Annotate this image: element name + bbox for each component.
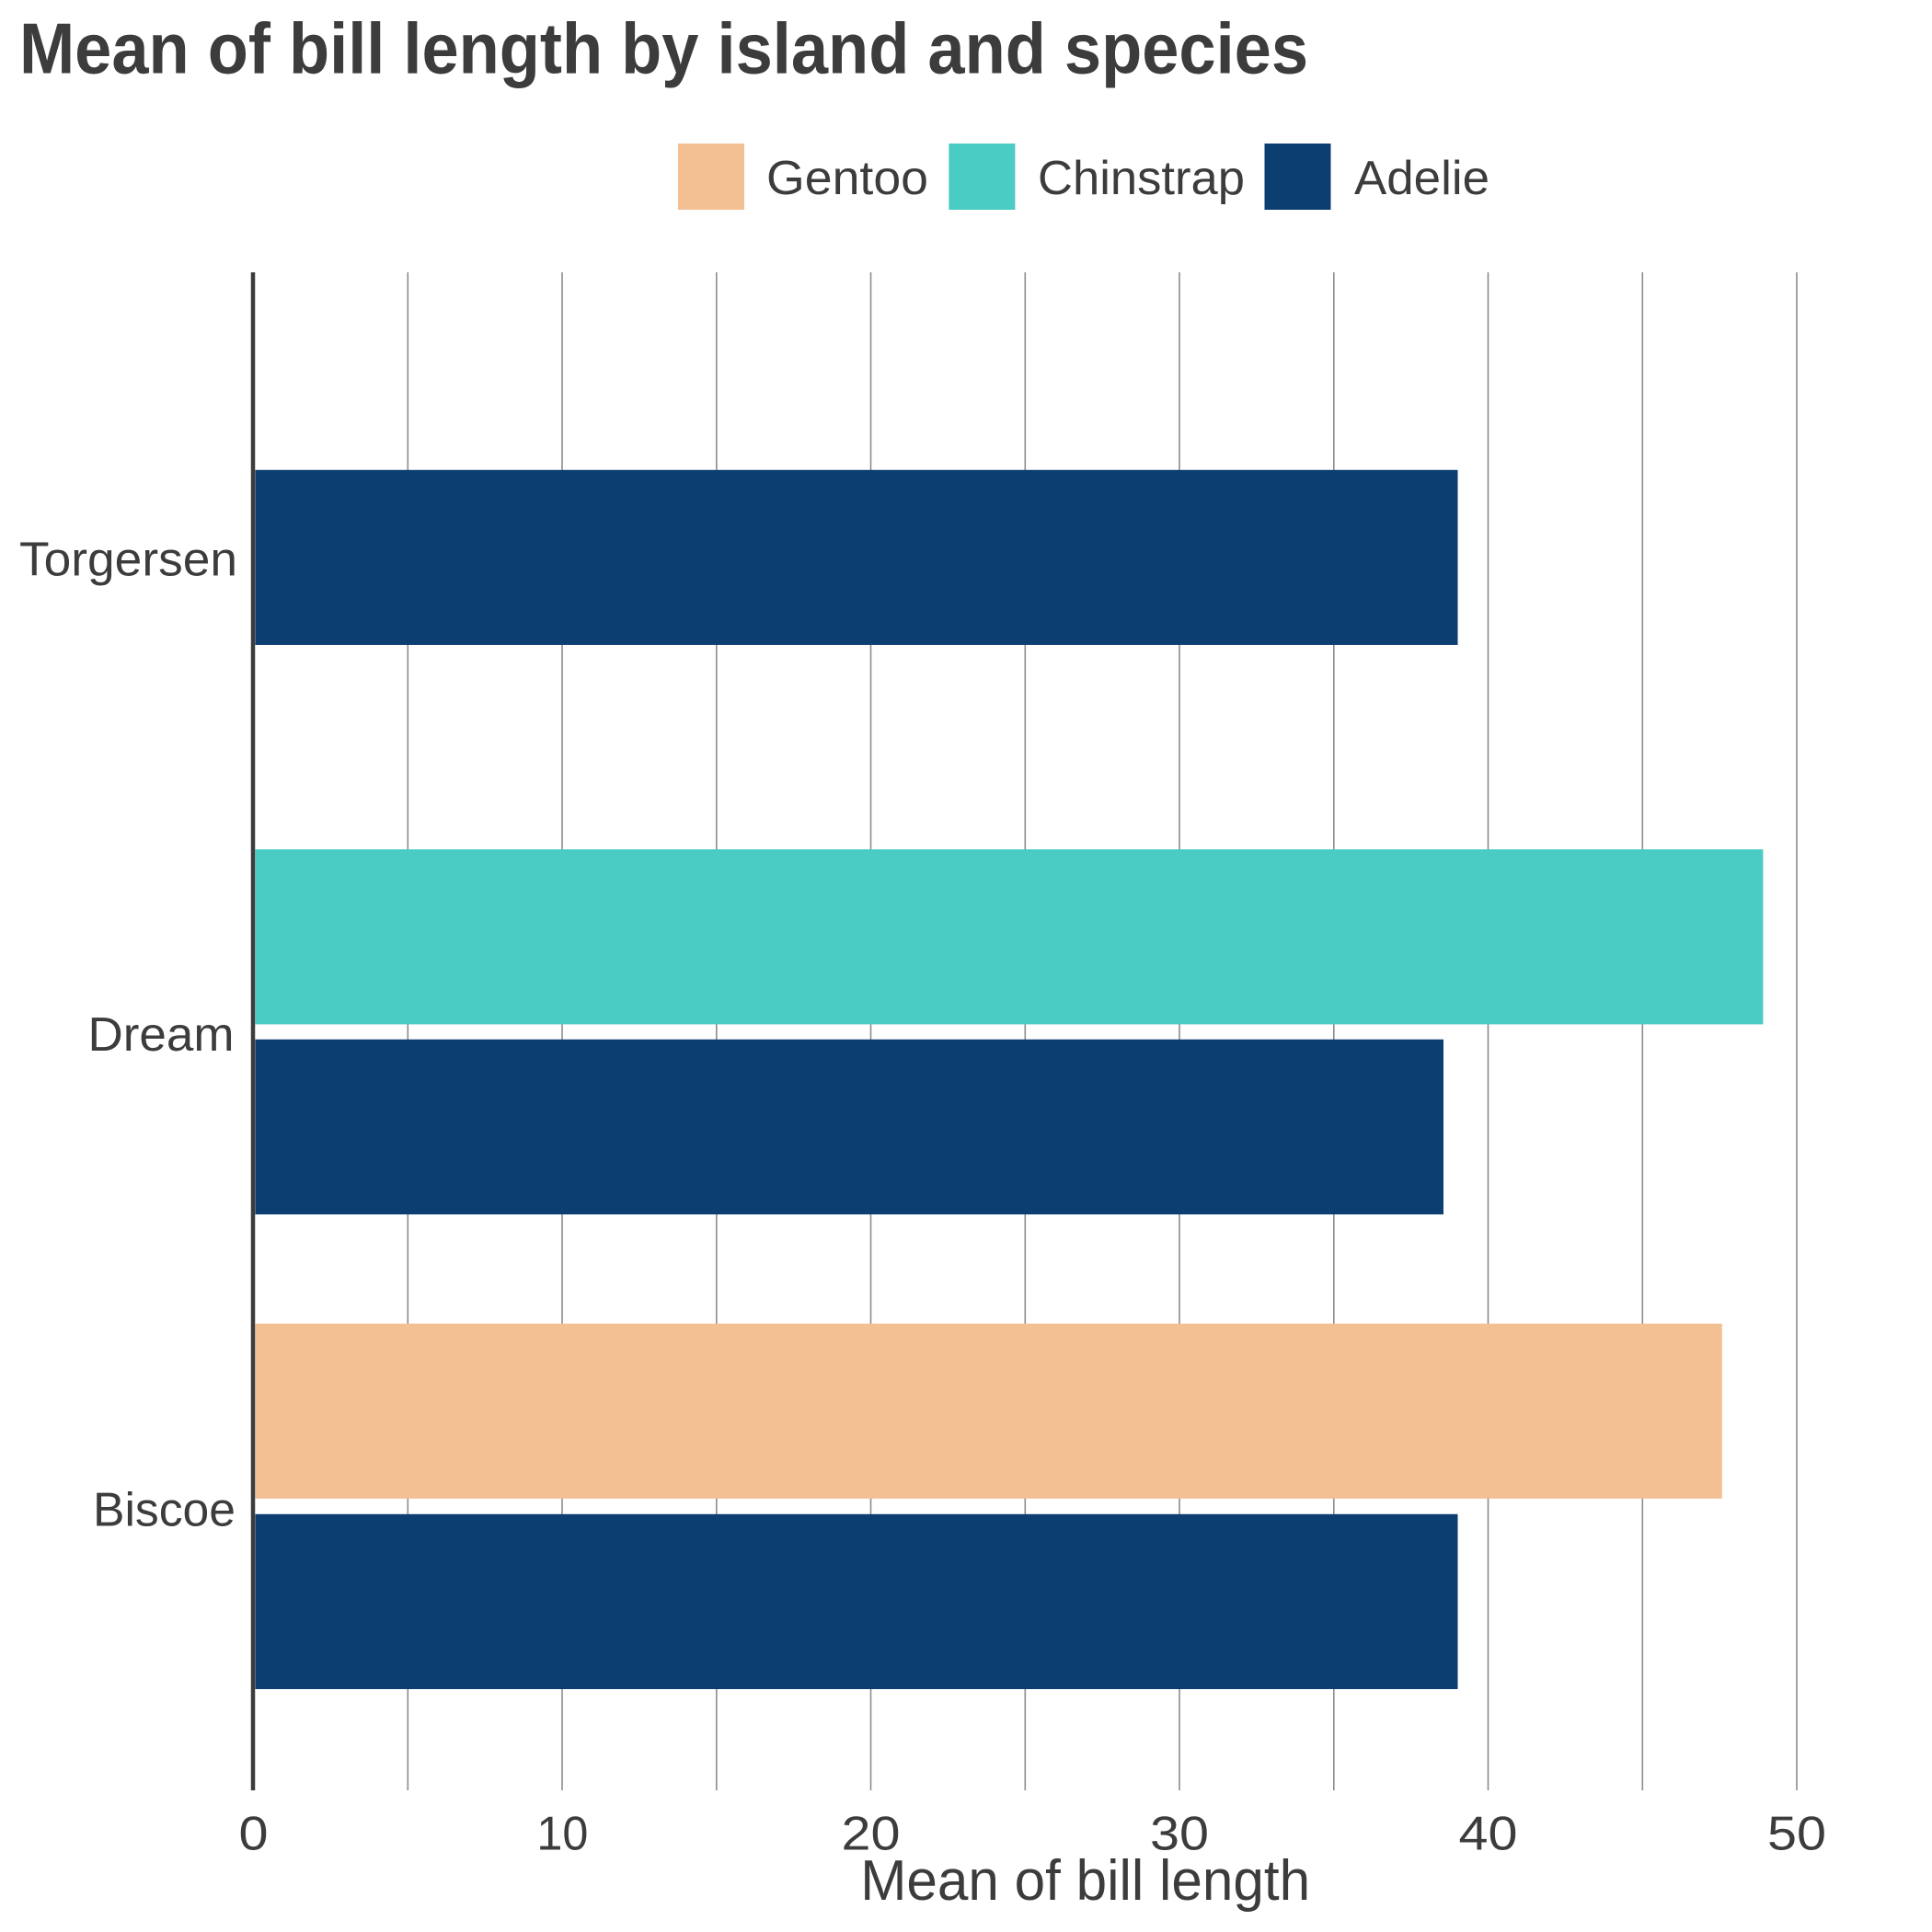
svg-text:Chinstrap: Chinstrap [1038,152,1245,205]
svg-text:Mean of bill length by island: Mean of bill length by island and specie… [19,8,1308,89]
svg-text:Biscoe: Biscoe [93,1484,236,1537]
svg-text:50: 50 [1767,1808,1826,1861]
svg-text:0: 0 [239,1808,269,1861]
svg-text:30: 30 [1150,1808,1209,1861]
svg-text:20: 20 [842,1808,901,1861]
svg-text:40: 40 [1459,1808,1518,1861]
svg-text:Gentoo: Gentoo [766,152,928,205]
svg-text:Dream: Dream [88,1008,235,1062]
svg-text:Adelie: Adelie [1354,152,1489,205]
svg-text:Mean of bill length: Mean of bill length [860,1849,1310,1913]
svg-text:Torgersen: Torgersen [19,534,237,587]
svg-text:10: 10 [536,1808,588,1861]
